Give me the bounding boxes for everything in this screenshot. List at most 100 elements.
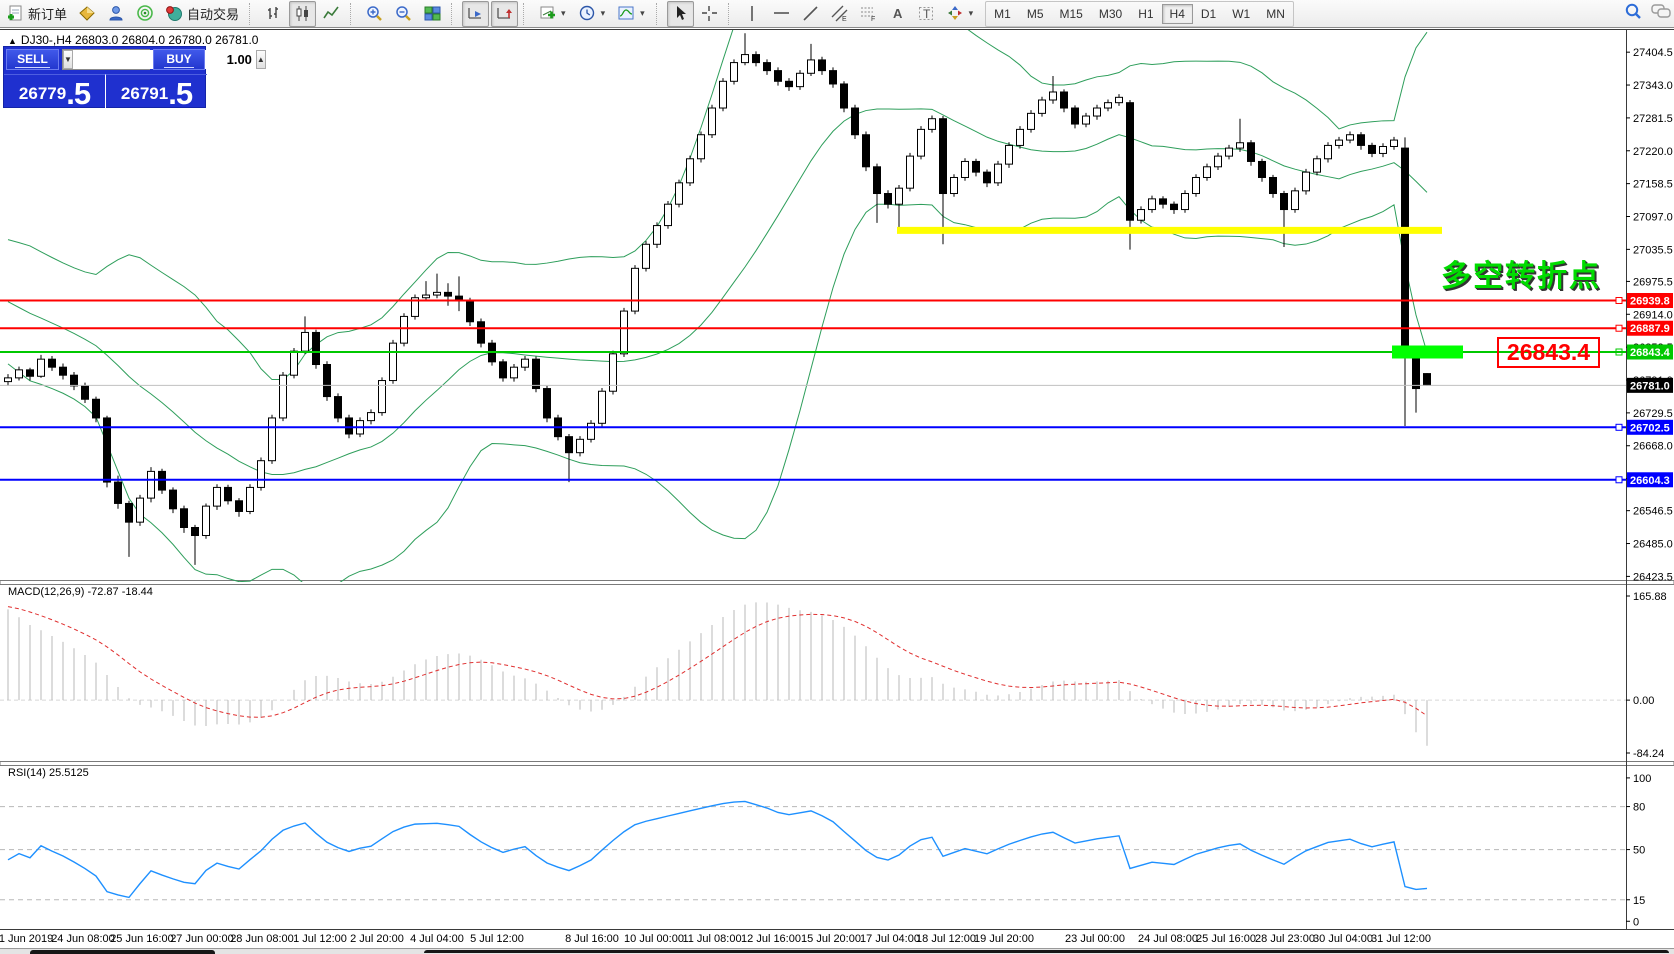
arrows-button[interactable]: ▾ bbox=[942, 1, 980, 27]
candle bbox=[4, 377, 12, 383]
turning-point-annotation[interactable]: 多空转折点 bbox=[1441, 260, 1601, 293]
dropdown-arrow[interactable]: ▾ bbox=[600, 8, 606, 18]
time-label: 28 Jun 08:00 bbox=[230, 933, 294, 945]
candle bbox=[1291, 190, 1299, 211]
panel-separator[interactable] bbox=[0, 580, 1674, 585]
price-tick-label: 26729.5 bbox=[1633, 408, 1673, 420]
broadcast-button[interactable] bbox=[132, 1, 159, 27]
bottom-tab[interactable] bbox=[424, 950, 1669, 953]
crosshair-button[interactable] bbox=[696, 1, 723, 27]
zoom-in-icon bbox=[366, 5, 383, 22]
time-label: 12 Jul 16:00 bbox=[741, 933, 801, 945]
new-chart-button[interactable]: ▾ bbox=[534, 1, 572, 27]
candle bbox=[840, 83, 848, 109]
dropdown-arrow[interactable]: ▾ bbox=[640, 8, 645, 18]
market-button[interactable] bbox=[74, 1, 101, 27]
panel-separator[interactable] bbox=[0, 761, 1674, 766]
chat-icon[interactable] bbox=[1651, 2, 1671, 19]
tab-timeframe-H1[interactable]: H1 bbox=[1138, 6, 1154, 21]
time-label: 10 Jul 00:00 bbox=[624, 933, 684, 945]
zoom-out-icon bbox=[395, 5, 412, 22]
profiles-button[interactable]: ▾ bbox=[574, 1, 612, 27]
time-label: 18 Jul 12:00 bbox=[916, 933, 976, 945]
bottom-tab[interactable] bbox=[30, 950, 215, 954]
buy-price[interactable]: 26791.5 bbox=[106, 74, 207, 109]
candle bbox=[422, 294, 430, 299]
auto-trading-button[interactable]: 自动交易 bbox=[161, 1, 244, 27]
tab-timeframe-W1[interactable]: W1 bbox=[1232, 6, 1251, 21]
tab-timeframe-MN[interactable]: MN bbox=[1266, 6, 1285, 21]
trendline-button[interactable] bbox=[797, 1, 824, 27]
candle bbox=[1302, 171, 1310, 192]
candle bbox=[829, 70, 837, 85]
candle bbox=[576, 438, 584, 454]
horizontal-line-button[interactable] bbox=[768, 1, 795, 27]
volume-up-button[interactable]: ▲ bbox=[255, 50, 266, 69]
candle bbox=[499, 361, 507, 379]
new-order-button[interactable]: 新订单 bbox=[2, 1, 72, 27]
auto-trading-icon bbox=[166, 5, 183, 22]
bar-chart-button[interactable] bbox=[260, 1, 287, 27]
tab-timeframe-M15[interactable]: M15 bbox=[1059, 6, 1083, 21]
fibonacci-button[interactable]: F bbox=[855, 1, 882, 27]
rsi-tick-label: 80 bbox=[1633, 802, 1645, 814]
chart-shift-button[interactable] bbox=[491, 0, 519, 27]
candlestick-chart-button[interactable] bbox=[289, 0, 317, 27]
level-line-handle[interactable] bbox=[1615, 296, 1623, 304]
equidistant-channel-button[interactable]: E bbox=[826, 1, 853, 27]
sell-price[interactable]: 26779.5 bbox=[4, 74, 106, 109]
candle bbox=[785, 80, 793, 88]
price-level-badge[interactable] bbox=[1627, 292, 1673, 308]
zoom-out-button[interactable] bbox=[390, 1, 417, 27]
level-line-handle[interactable] bbox=[1615, 324, 1623, 332]
dropdown-arrow[interactable]: ▾ bbox=[968, 8, 974, 18]
price-callout-box[interactable]: 26843.4 bbox=[1497, 337, 1600, 368]
level-line-handle[interactable] bbox=[1615, 476, 1623, 484]
time-label: 4 Jul 04:00 bbox=[410, 933, 464, 945]
price-level-badge[interactable] bbox=[1627, 419, 1673, 435]
timeframe-bar: M1 M5 M15 M30 H1 H4 D1 W1 MN bbox=[985, 0, 1294, 27]
macd-signal-line bbox=[7, 606, 1428, 718]
text-button[interactable]: A bbox=[884, 1, 911, 27]
zoom-in-button[interactable] bbox=[361, 1, 388, 27]
search-icon[interactable] bbox=[1624, 2, 1641, 19]
candle bbox=[312, 331, 320, 366]
auto-scroll-icon bbox=[467, 5, 484, 22]
dropdown-arrow[interactable]: ▾ bbox=[561, 8, 566, 18]
tab-timeframe-H4[interactable]: H4 bbox=[1161, 3, 1193, 24]
candle bbox=[345, 417, 353, 435]
tab-timeframe-M30[interactable]: M30 bbox=[1098, 6, 1123, 21]
candle bbox=[1027, 112, 1035, 130]
signals-button[interactable] bbox=[103, 1, 130, 27]
vertical-line-button[interactable] bbox=[739, 1, 766, 27]
cursor-button[interactable] bbox=[666, 0, 694, 27]
collapse-marker-icon[interactable]: ▲ bbox=[8, 36, 17, 46]
price-level-badge[interactable] bbox=[1627, 472, 1673, 488]
new-chart-icon bbox=[539, 5, 556, 22]
clock-icon bbox=[579, 5, 596, 22]
candle bbox=[1082, 115, 1090, 125]
buy-button[interactable]: BUY bbox=[153, 49, 205, 70]
price-level-badge-label: 26843.4 bbox=[1630, 347, 1671, 359]
tile-windows-button[interactable] bbox=[419, 1, 446, 27]
text-label-icon: T bbox=[918, 5, 935, 22]
price-level-badge[interactable] bbox=[1627, 320, 1673, 336]
candle bbox=[1247, 142, 1255, 162]
auto-scroll-button[interactable] bbox=[462, 0, 490, 27]
crosshair-icon bbox=[701, 5, 718, 22]
volume-down-button[interactable]: ▼ bbox=[63, 50, 73, 69]
time-label: 27 Jun 00:00 bbox=[170, 933, 234, 945]
candle bbox=[895, 187, 903, 205]
line-chart-button[interactable] bbox=[318, 1, 345, 27]
sell-button[interactable]: SELL bbox=[6, 49, 59, 70]
tab-timeframe-M1[interactable]: M1 bbox=[994, 6, 1011, 21]
text-label-button[interactable]: T bbox=[913, 1, 940, 27]
level-line-handle[interactable] bbox=[1615, 423, 1623, 431]
tab-timeframe-D1[interactable]: D1 bbox=[1200, 6, 1217, 21]
candle bbox=[664, 203, 672, 227]
tab-timeframe-M5[interactable]: M5 bbox=[1026, 6, 1044, 21]
price-level-badge[interactable] bbox=[1627, 377, 1673, 393]
indicators-button[interactable]: ▾ bbox=[613, 1, 651, 27]
price-level-badge[interactable] bbox=[1627, 344, 1673, 360]
